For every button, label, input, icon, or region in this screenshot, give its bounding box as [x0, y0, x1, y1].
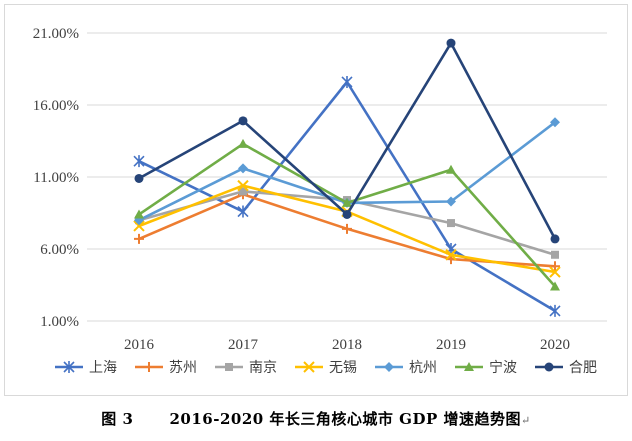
legend-label: 杭州 [409, 360, 437, 376]
data-point [549, 266, 561, 278]
legend-swatch-marker [144, 362, 154, 372]
legend-label: 苏州 [169, 360, 197, 376]
legend-item: 宁波 [455, 359, 517, 376]
data-point [550, 281, 560, 291]
legend-label: 南京 [249, 360, 277, 376]
chart-frame: 1.00% 6.00% 11.00% 16.00% 21.00% 2016 2017 2018… [4, 4, 628, 396]
data-point [133, 220, 145, 232]
data-point [551, 250, 559, 259]
data-point [239, 187, 247, 196]
data-point [342, 223, 352, 234]
x-tick-label: 2020 [540, 337, 570, 353]
legend-item: 上海 [55, 360, 117, 376]
data-point [447, 219, 455, 228]
y-tick-label: 16.00% [33, 98, 79, 114]
data-point [342, 197, 352, 207]
data-point [342, 209, 352, 219]
data-point [549, 304, 561, 317]
legend-item: 苏州 [135, 360, 197, 376]
data-point [133, 155, 145, 168]
legend-swatch-marker [303, 361, 315, 373]
data-point [238, 163, 248, 174]
data-point [445, 249, 457, 261]
data-point [550, 234, 560, 244]
data-point [237, 205, 249, 218]
y-tick-label: 11.00% [33, 170, 79, 186]
legend-swatch-marker [63, 361, 75, 373]
data-point [134, 209, 144, 219]
series-1 [133, 75, 561, 317]
data-point [238, 138, 248, 148]
data-point [341, 75, 353, 88]
y-tick-label: 1.00% [40, 314, 79, 330]
x-tick-label: 2019 [436, 337, 466, 353]
legend-item: 南京 [215, 360, 277, 376]
data-point [237, 179, 249, 192]
legend-swatch-marker [225, 363, 233, 371]
figure-title: 2016-2020 年长三角核心城市 GDP 增速趋势图 [169, 410, 521, 428]
y-tick-label: 6.00% [40, 242, 79, 258]
figure-caption: 图 3 2016-2020 年长三角核心城市 GDP 增速趋势图↵ [0, 408, 632, 429]
legend-item: 杭州 [375, 360, 437, 376]
legend-label: 无锡 [329, 360, 357, 376]
legend-label: 合肥 [569, 360, 597, 376]
y-tick-label: 21.00% [33, 26, 79, 42]
x-tick-label: 2018 [332, 337, 362, 353]
legend-item: 无锡 [295, 360, 357, 376]
data-point [446, 196, 456, 207]
data-point [446, 38, 456, 48]
legend-item: 合肥 [535, 360, 597, 376]
data-point [446, 164, 456, 174]
paragraph-mark: ↵ [520, 414, 531, 427]
legend-label: 宁波 [489, 359, 517, 376]
data-point [550, 117, 560, 128]
legend-label: 上海 [89, 360, 117, 376]
gdp-growth-line-chart: 1.00% 6.00% 11.00% 16.00% 21.00% 2016 2017 2018… [33, 26, 607, 376]
data-point [238, 116, 248, 126]
series-7 [134, 38, 560, 244]
data-point [134, 233, 144, 244]
series-5 [134, 117, 560, 226]
legend-swatch-marker [544, 362, 554, 372]
x-tick-label: 2017 [228, 337, 259, 353]
x-tick-label: 2016 [124, 337, 155, 353]
legend-swatch-marker [464, 362, 474, 371]
data-point [134, 173, 144, 183]
series-6 [134, 138, 560, 291]
data-point [550, 261, 560, 272]
legend-swatch-marker [384, 362, 394, 372]
figure-label: 图 3 [101, 410, 134, 428]
series-line [137, 41, 557, 241]
